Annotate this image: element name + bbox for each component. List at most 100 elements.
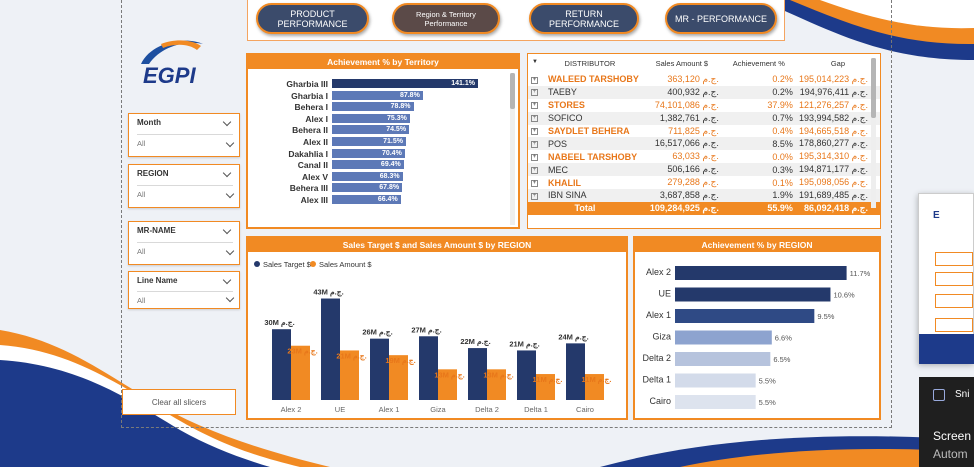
territory-bar[interactable]: 87.8% <box>332 90 423 100</box>
territory-name: Behera I <box>294 102 328 113</box>
scrollbar-thumb[interactable] <box>510 73 515 109</box>
region-territory-button[interactable]: Region & Territory Performance <box>392 3 500 34</box>
amount-bar <box>536 374 555 400</box>
territory-bar[interactable]: 75.3% <box>332 113 410 123</box>
territory-bar[interactable]: 74.5% <box>332 125 410 135</box>
snipping-tool-icon <box>933 389 945 401</box>
expand-icon[interactable]: + <box>531 89 538 97</box>
distributor-label: POS <box>548 138 568 149</box>
territory-bar[interactable]: 68.3% <box>332 171 403 181</box>
table-row[interactable]: + NABEEL TARSHOBY 63,033 ج.م. 0.0% 195,314,3… <box>528 150 880 163</box>
table-scrollbar[interactable] <box>871 58 876 208</box>
gap-value: 195,314,310 ج.م. <box>799 151 868 162</box>
table-row[interactable]: + MEC 506,166 ج.م. 0.3% 194,871,177 ج.م. <box>528 163 880 177</box>
distributor-name: + TAEBY <box>528 85 642 99</box>
table-row[interactable]: + SOFICO 1,382,761 ج.م. 0.7% 193,994,582 ج.م… <box>528 111 880 125</box>
product-performance-label: PRODUCT PERFORMANCE <box>277 8 348 29</box>
snipping-tool-popup[interactable]: Sni Screen Autom <box>919 377 974 467</box>
sales-amount: 1,382,761 ج.م. <box>641 111 722 125</box>
table-row[interactable]: + POS 16,517,066 ج.م. 8.5% 178,860,277 ج.م. <box>528 137 880 151</box>
slicer-region[interactable]: REGION All <box>128 164 240 208</box>
expand-icon[interactable]: + <box>531 166 538 174</box>
achievement-bar <box>675 287 831 302</box>
territory-bar[interactable]: 69.4% <box>332 160 404 170</box>
territory-bar[interactable]: 70.4% <box>332 148 405 158</box>
distributor-label: SOFICO <box>548 113 583 124</box>
expand-icon[interactable]: + <box>531 141 538 149</box>
amount-bar <box>291 345 310 400</box>
achievement-bar <box>675 395 756 409</box>
territory-scrollbar[interactable] <box>510 73 515 225</box>
target-bar <box>419 336 438 400</box>
total-label: Total <box>528 201 642 215</box>
distributor-label: SAYDLET BEHERA <box>548 126 630 136</box>
expand-icon[interactable]: + <box>531 179 538 187</box>
data-label: 5.5% <box>759 377 776 386</box>
table-row[interactable]: + STORES 74,101,086 ج.م. 37.9% 121,276,257 ج… <box>528 99 880 112</box>
expand-icon[interactable]: + <box>531 76 538 84</box>
territory-bar[interactable]: 78.8% <box>332 102 414 112</box>
territory-bar[interactable]: 141.1% <box>332 79 478 88</box>
col-header-sales[interactable]: Sales Amount $ <box>655 59 709 68</box>
slicer-line-name-label: Line Name <box>137 276 178 285</box>
data-label: 5.5% <box>759 398 776 407</box>
col-header-achievement[interactable]: Achievement % <box>732 59 785 68</box>
table-row[interactable]: + TAEBY 400,932 ج.م. 0.2% 194,976,411 ج.م. <box>528 85 880 99</box>
expand-icon[interactable]: + <box>531 192 538 200</box>
category-label: Delta 2 <box>642 353 671 363</box>
territory-name: Gharbia III <box>286 79 328 89</box>
table-row[interactable]: + KHALIL 279,288 ج.م. 0.1% 195,098,056 ج.م. <box>528 176 880 189</box>
distributor-table: ▼ DISTRIBUTOR Sales Amount $ Achievement … <box>528 54 880 215</box>
window-thumbnail[interactable]: E <box>918 193 974 364</box>
sales-amount: 400,932 ج.م. <box>641 85 722 99</box>
achievement-pct: 0.0% <box>772 151 793 162</box>
sales-amount: 506,166 ج.م. <box>641 163 722 177</box>
achievement-pct: 1.9% <box>721 189 796 202</box>
slicer-region-value[interactable]: All <box>137 185 235 205</box>
col-header-distributor[interactable]: ▼ DISTRIBUTOR <box>532 59 616 68</box>
sales-amount: 711,825 ج.م. <box>668 125 719 136</box>
distributor-label: MEC <box>548 164 568 175</box>
gap-value: 194,665,518 ج.م. <box>799 125 868 136</box>
territory-row: Behera I <box>248 102 328 112</box>
sort-arrow-icon: ▼ <box>532 59 538 65</box>
mr-performance-button[interactable]: MR - PERFORMANCE <box>665 3 777 34</box>
chevron-down-icon <box>225 293 235 303</box>
territory-row: Gharbia III <box>248 79 328 89</box>
col-header-gap[interactable]: Gap <box>830 59 846 68</box>
distributor-name: + POS <box>528 137 642 151</box>
data-label: 21M ج.م. <box>336 351 366 361</box>
achievement-pct: 0.4% <box>772 126 793 136</box>
data-label: 23M ج.م. <box>287 347 317 357</box>
expand-icon[interactable]: + <box>531 115 538 123</box>
data-label: 10.6% <box>833 291 855 300</box>
category-label: UE <box>658 289 671 299</box>
table-row[interactable]: + IBN SINA 3,687,858 ج.م. 1.9% 191,689,485 ج… <box>528 189 880 202</box>
target-bar <box>468 348 487 400</box>
territory-bar[interactable]: 67.8% <box>332 183 403 193</box>
expand-icon[interactable]: + <box>531 153 538 161</box>
slicer-month[interactable]: Month All <box>128 113 240 157</box>
product-performance-button[interactable]: PRODUCT PERFORMANCE <box>256 3 369 34</box>
distributor-label: STORES <box>548 100 585 111</box>
slicer-line-name[interactable]: Line Name All <box>128 271 240 309</box>
table-row[interactable]: + SAYDLET BEHERA 711,825 ج.م. 0.4% 194,665,5… <box>528 125 880 138</box>
table-row[interactable]: + WALEED TARSHOBY 363,120 ج.م. 0.2% 195,014,… <box>528 73 880 86</box>
return-performance-button[interactable]: RETURN PERFORMANCE <box>529 3 639 34</box>
achievement-bar <box>675 373 756 388</box>
clear-all-slicers-button[interactable]: Clear all slicers <box>122 389 236 415</box>
slicer-mr-name-value[interactable]: All <box>137 242 235 262</box>
slicer-mr-name[interactable]: MR-NAME All <box>128 221 240 265</box>
expand-icon[interactable]: + <box>531 102 538 110</box>
distributor-name: + SOFICO <box>528 111 642 125</box>
distributor-name: + MEC <box>528 163 642 177</box>
expand-icon[interactable]: + <box>531 128 538 136</box>
achievement-bar <box>675 266 847 280</box>
slicer-month-value[interactable]: All <box>137 134 235 154</box>
legend-marker <box>254 261 260 267</box>
slicer-line-name-value[interactable]: All <box>137 291 235 308</box>
territory-bar[interactable]: 71.5% <box>332 137 406 146</box>
territory-bar[interactable]: 66.4% <box>332 195 401 204</box>
scrollbar-thumb[interactable] <box>871 58 876 118</box>
target-bar <box>272 329 291 400</box>
